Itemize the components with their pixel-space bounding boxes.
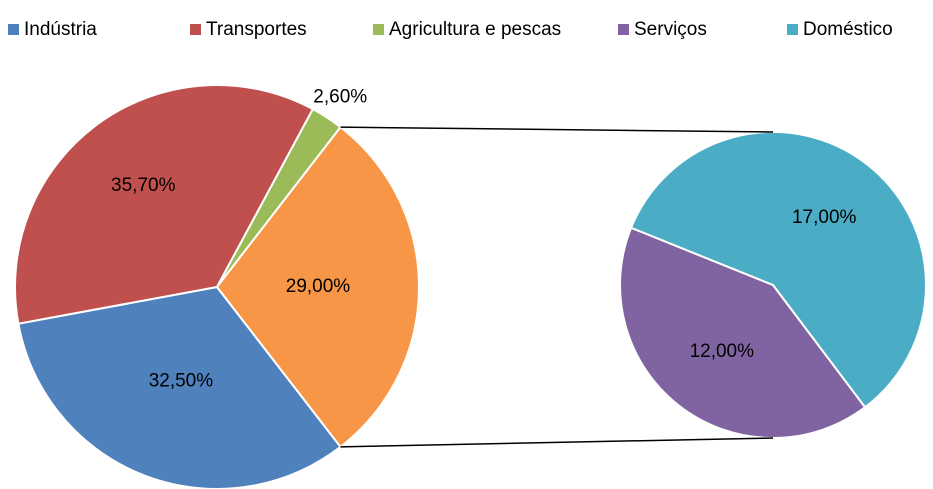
legend-swatch — [190, 24, 201, 35]
data-label: 12,00% — [690, 341, 755, 362]
data-label: 35,70% — [111, 175, 176, 196]
data-label: 17,00% — [792, 207, 857, 228]
data-label: 32,50% — [149, 370, 214, 391]
data-label: 2,60% — [313, 86, 367, 107]
legend-label: Serviços — [634, 19, 707, 40]
legend-swatch — [8, 24, 19, 35]
pie-slice — [629, 131, 927, 409]
connector-line — [340, 437, 774, 448]
pie-slice — [14, 84, 315, 325]
legend-swatch — [373, 24, 384, 35]
legend-swatch — [787, 24, 798, 35]
legend-swatch — [618, 24, 629, 35]
pie-slice — [215, 125, 420, 449]
legend-label: Agricultura e pescas — [389, 19, 561, 40]
legend-label: Indústria — [24, 19, 97, 40]
legend-label: Doméstico — [803, 19, 893, 40]
pie-slice — [17, 285, 342, 489]
connector-line — [340, 126, 774, 133]
pie-slice — [619, 226, 867, 439]
data-label: 29,00% — [286, 276, 351, 297]
legend-label: Transportes — [206, 19, 307, 40]
